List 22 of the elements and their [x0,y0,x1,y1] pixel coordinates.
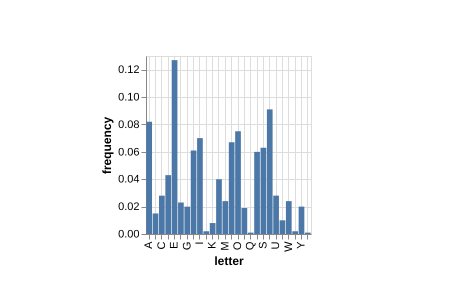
x-tick-label: G [181,242,194,250]
y-axis-title: frequency [100,116,114,174]
x-tick-label: S [257,242,270,249]
x-tick-label: I [194,242,206,245]
y-tick-label: 0.00 [118,228,140,240]
y-tick-label: 0.12 [118,64,140,76]
x-tick-label: Y [295,240,308,249]
x-tick-label: W [282,240,295,252]
x-tick-label: O [232,241,244,250]
x-tick-label: M [219,242,232,251]
x-tick-label: A [143,240,156,249]
y-tick-label: 0.10 [118,92,140,104]
y-tick-label: 0.06 [118,146,140,158]
y-tick-label: 0.02 [118,201,140,214]
y-tick-label: 0.08 [118,118,140,131]
x-tick-label: E [168,242,181,249]
x-tick-label: C [156,241,168,250]
x-tick-label: K [206,240,219,249]
y-tick-label: 0.04 [118,174,140,186]
x-axis-title: letter [214,254,244,268]
x-tick-label: Q [244,241,257,250]
x-tick-label: U [270,241,282,250]
